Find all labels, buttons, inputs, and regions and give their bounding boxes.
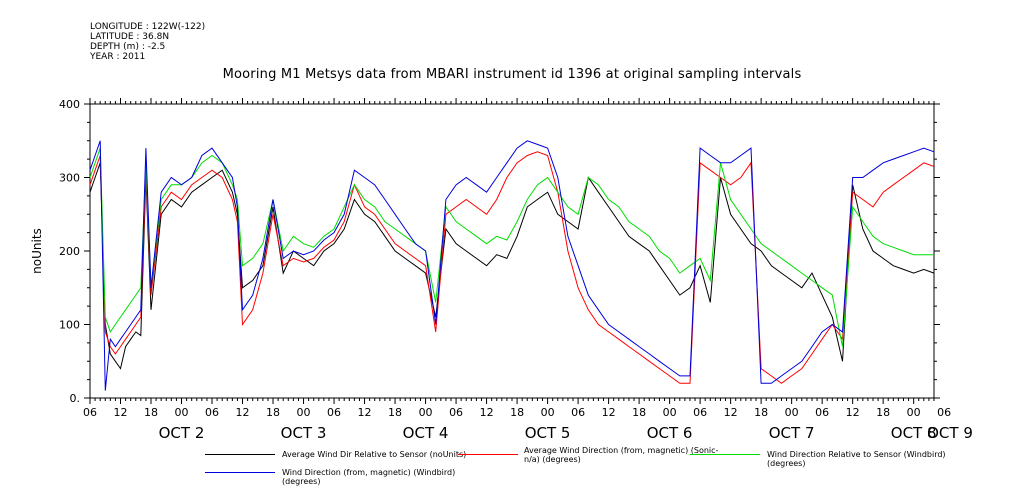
x-tick-label: 06	[693, 406, 707, 419]
x-tick-label: 12	[480, 406, 494, 419]
x-tick-label: 06	[815, 406, 829, 419]
x-tick-label: 06	[449, 406, 463, 419]
x-tick-label: 18	[510, 406, 524, 419]
legend-label-3: Wind Direction Relative to Sensor (Windb…	[767, 450, 946, 468]
latitude-text: LATITUDE : 36.8N	[90, 32, 170, 42]
series-line-1	[89, 162, 935, 370]
y-tick-label: 200	[59, 245, 80, 258]
day-label: OCT 6	[647, 424, 693, 442]
day-label: OCT 2	[159, 424, 205, 442]
legend-swatch-3	[690, 454, 760, 455]
y-tick-label: 0.	[70, 392, 81, 405]
x-tick-label: 00	[907, 406, 921, 419]
x-tick-label: 18	[266, 406, 280, 419]
x-tick-label: 12	[114, 406, 128, 419]
x-tick-label: 00	[541, 406, 555, 419]
depth-text: DEPTH (m) : -2.5	[90, 42, 166, 52]
x-tick-label: 00	[175, 406, 189, 419]
y-tick-label: 400	[59, 98, 80, 111]
x-tick-label: 06	[327, 406, 341, 419]
y-tick-label: 100	[59, 319, 80, 332]
day-label: OCT 5	[525, 424, 571, 442]
x-tick-label: 06	[205, 406, 219, 419]
x-tick-label: 00	[785, 406, 799, 419]
legend-swatch-2	[458, 454, 518, 455]
chart-title: Mooring M1 Metsys data from MBARI instru…	[222, 67, 802, 82]
legend-swatch-1	[205, 454, 275, 455]
y-axis-label: noUnits	[30, 228, 44, 274]
x-tick-label: 00	[419, 406, 433, 419]
series-line-4	[89, 140, 935, 391]
x-tick-label: 12	[602, 406, 616, 419]
metadata-block: LONGITUDE : 122W(-122) LATITUDE : 36.8N …	[90, 22, 205, 62]
x-tick-label: 12	[724, 406, 738, 419]
x-tick-label: 18	[144, 406, 158, 419]
x-tick-label: 12	[236, 406, 250, 419]
longitude-text: LONGITUDE : 122W(-122)	[90, 22, 206, 32]
legend-label-4: Wind Direction (from, magnetic) (Windbir…	[282, 468, 456, 486]
x-tick-label: 06	[571, 406, 585, 419]
day-label: OCT 7	[769, 424, 815, 442]
day-label: OCT 4	[403, 424, 449, 442]
y-tick-label: 300	[59, 172, 80, 185]
x-tick-label: 18	[632, 406, 646, 419]
series-line-2	[89, 151, 935, 384]
year-text: YEAR : 2011	[90, 52, 146, 62]
x-tick-label: 00	[663, 406, 677, 419]
day-label: OCT 9	[927, 424, 973, 442]
day-label: OCT 3	[281, 424, 327, 442]
x-tick-label: 12	[358, 406, 372, 419]
legend-label-1: Average Wind Dir Relative to Sensor (noU…	[282, 450, 467, 459]
x-tick-label: 18	[754, 406, 768, 419]
x-tick-label: 18	[876, 406, 890, 419]
x-tick-label: 18	[388, 406, 402, 419]
x-tick-label: 06	[937, 406, 951, 419]
x-tick-label: 06	[83, 406, 97, 419]
legend-swatch-4	[205, 472, 275, 473]
x-tick-label: 00	[297, 406, 311, 419]
day-label: OCT 8	[891, 424, 937, 442]
x-tick-label: 12	[846, 406, 860, 419]
legend-label-2: Average Wind Direction (from, magnetic) …	[524, 446, 719, 464]
